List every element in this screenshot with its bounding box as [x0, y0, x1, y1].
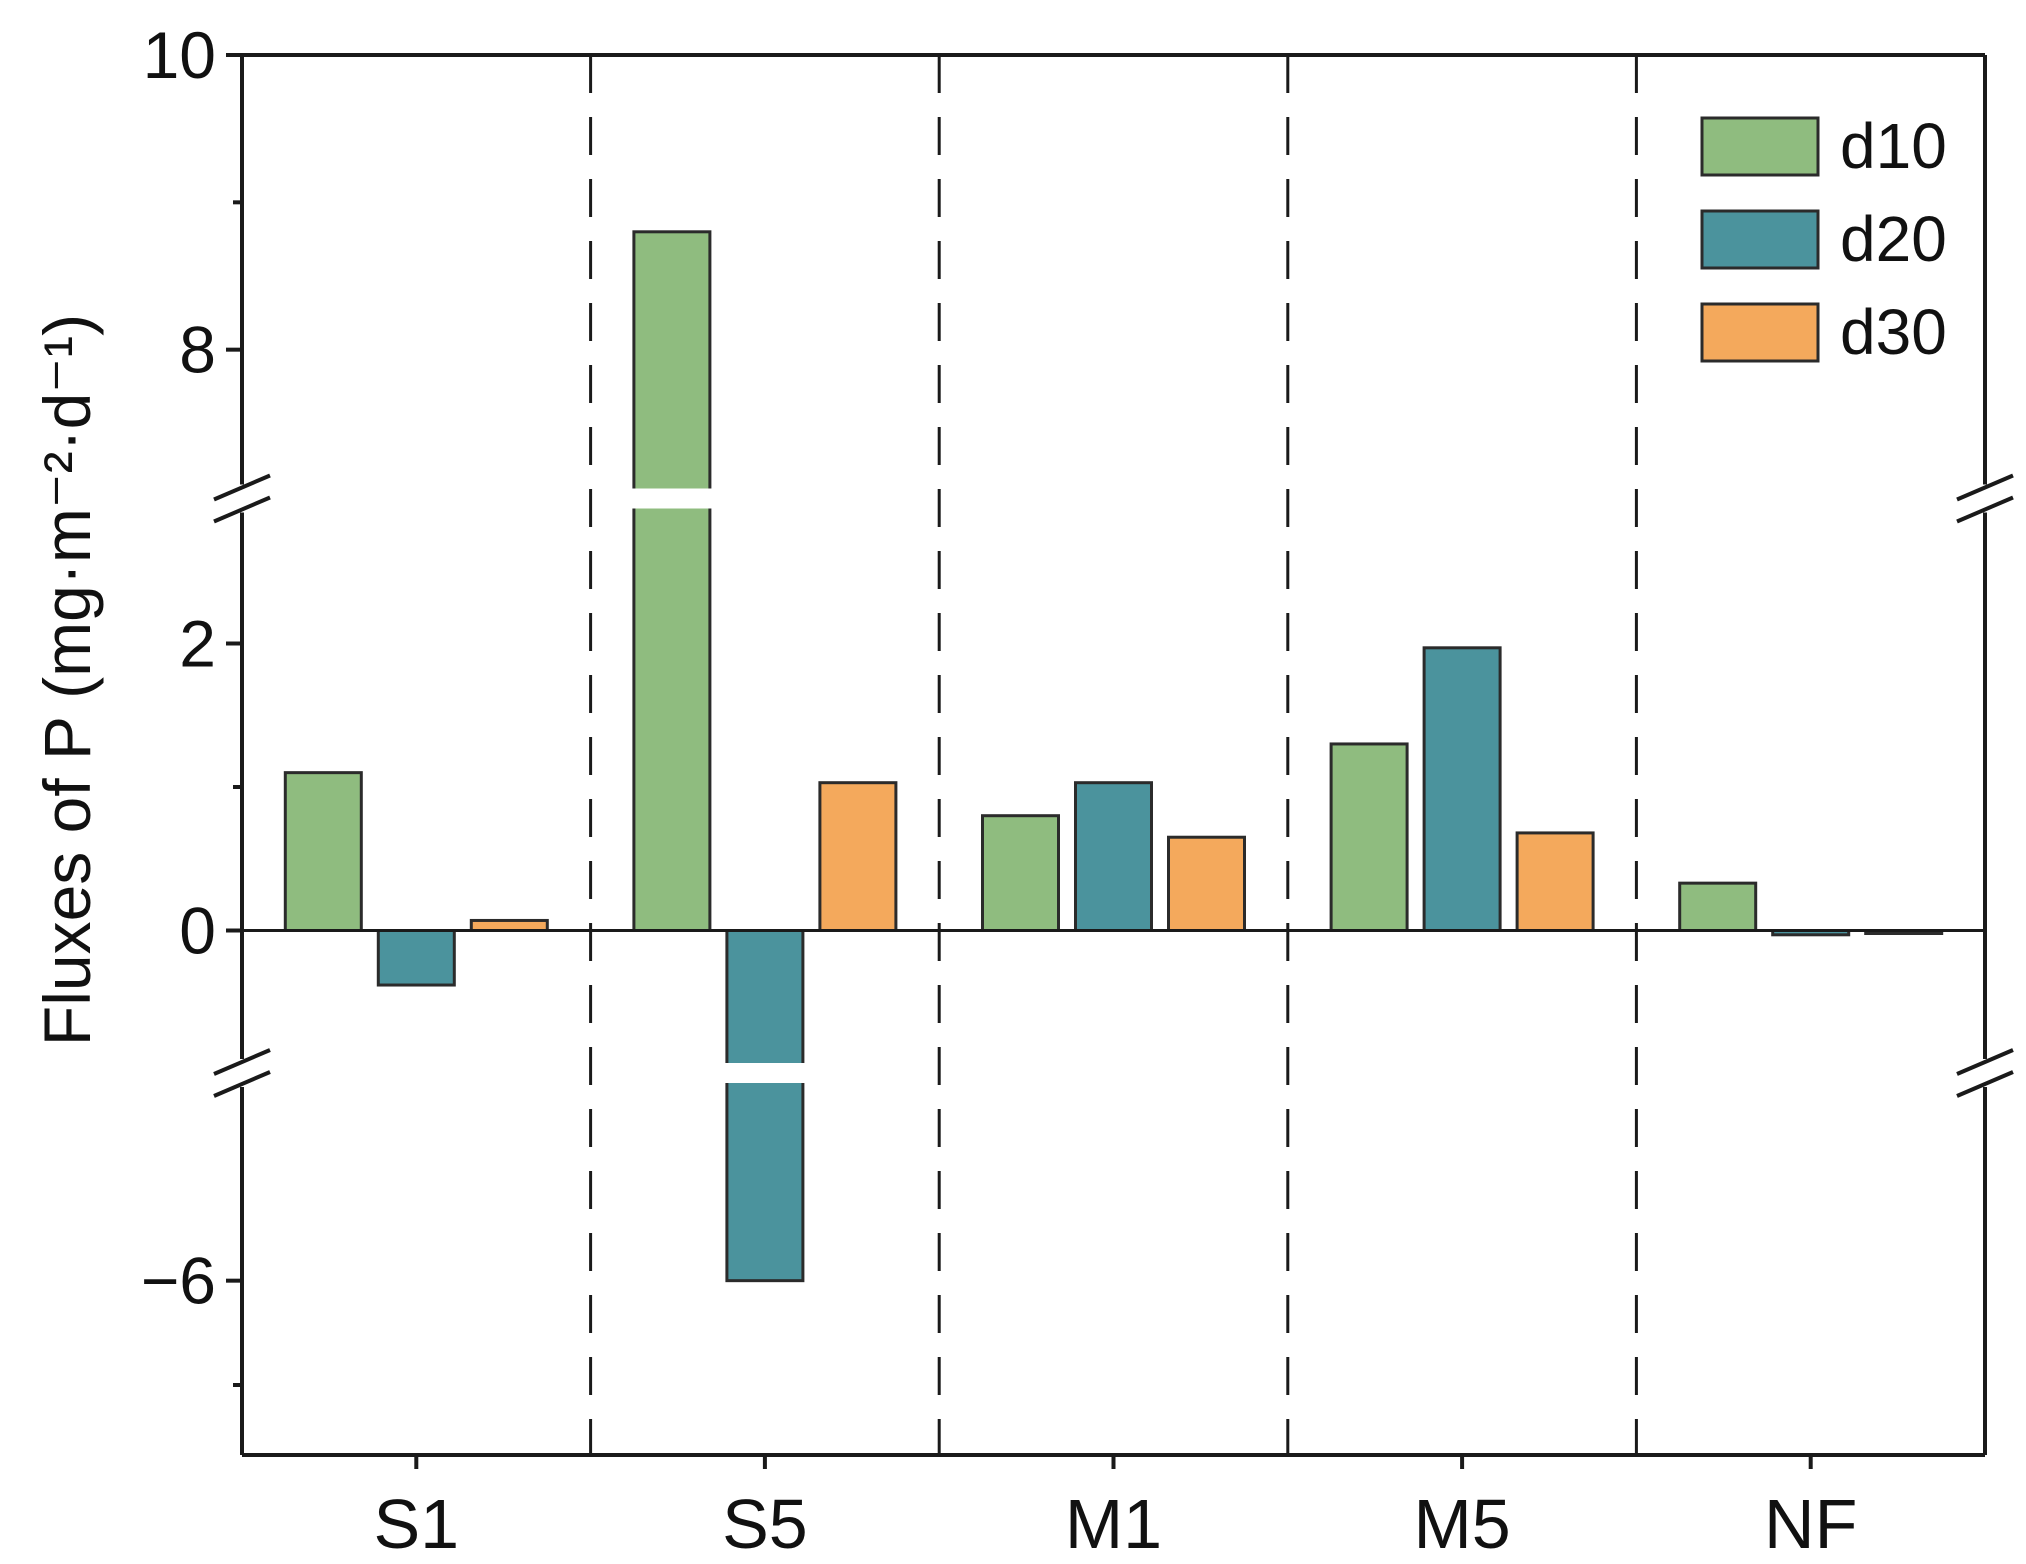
bar-d10-M1	[981, 814, 1060, 933]
x-tick-label: NF	[1764, 1485, 1857, 1563]
legend-label-d30: d30	[1840, 296, 1947, 368]
bar-d10-S1	[283, 771, 363, 933]
axis-break-markers	[213, 473, 2014, 1098]
y-tick-label: 8	[179, 313, 216, 387]
plot-frame	[240, 53, 1987, 1457]
x-tick-label: M1	[1065, 1485, 1162, 1563]
bar-d30-M1	[1167, 835, 1246, 932]
y-axis-ticks: −6 0 2 8 10	[141, 18, 242, 1387]
bars	[283, 230, 1944, 1283]
bar-d20-S1	[376, 929, 456, 987]
bar-d10-S5	[632, 230, 712, 933]
legend-swatch-d20	[1700, 209, 1820, 270]
y-tick-label: 0	[179, 894, 216, 968]
y-tick-label: 10	[143, 18, 216, 92]
legend-swatch-d10	[1700, 116, 1820, 177]
bar-d20-M1	[1074, 781, 1153, 932]
axis-break-marker	[1956, 1070, 2014, 1098]
bar-break-gap	[630, 488, 713, 509]
bar-d30-S5	[818, 781, 898, 932]
axis-break-marker	[1956, 495, 2014, 524]
axis-break-marker	[213, 473, 271, 502]
legend-label-d10: d10	[1840, 110, 1947, 182]
bar-d20-S5	[725, 929, 805, 1283]
legend: d10 d20 d30	[1700, 110, 1947, 368]
axis-break-marker	[1956, 1048, 2014, 1076]
axis-break-marker	[213, 1070, 271, 1098]
bar-d30-S1	[469, 918, 549, 933]
y-axis-title: Fluxes of P (mg·m⁻²·d⁻¹)	[30, 314, 104, 1046]
y-tick-label: 2	[179, 607, 216, 681]
axis-break-marker	[213, 495, 271, 524]
x-tick-label: M5	[1413, 1485, 1510, 1563]
legend-swatch-d30	[1700, 302, 1820, 363]
bar-d30-M5	[1515, 831, 1595, 932]
axis-break-marker	[1956, 473, 2014, 502]
x-axis-labels: S1 S5 M1 M5 NF	[373, 1455, 1857, 1563]
y-tick-label: −6	[141, 1244, 216, 1318]
bar-d20-M5	[1422, 646, 1502, 932]
legend-label-d20: d20	[1840, 203, 1947, 275]
bar-d10-NF	[1678, 881, 1758, 933]
bar-d10-M5	[1329, 742, 1409, 933]
axis-break-marker	[213, 1048, 271, 1076]
x-tick-label: S5	[722, 1485, 808, 1563]
bar-break-gap	[723, 1063, 806, 1083]
x-tick-label: S1	[373, 1485, 459, 1563]
group-separators	[589, 55, 1638, 1455]
